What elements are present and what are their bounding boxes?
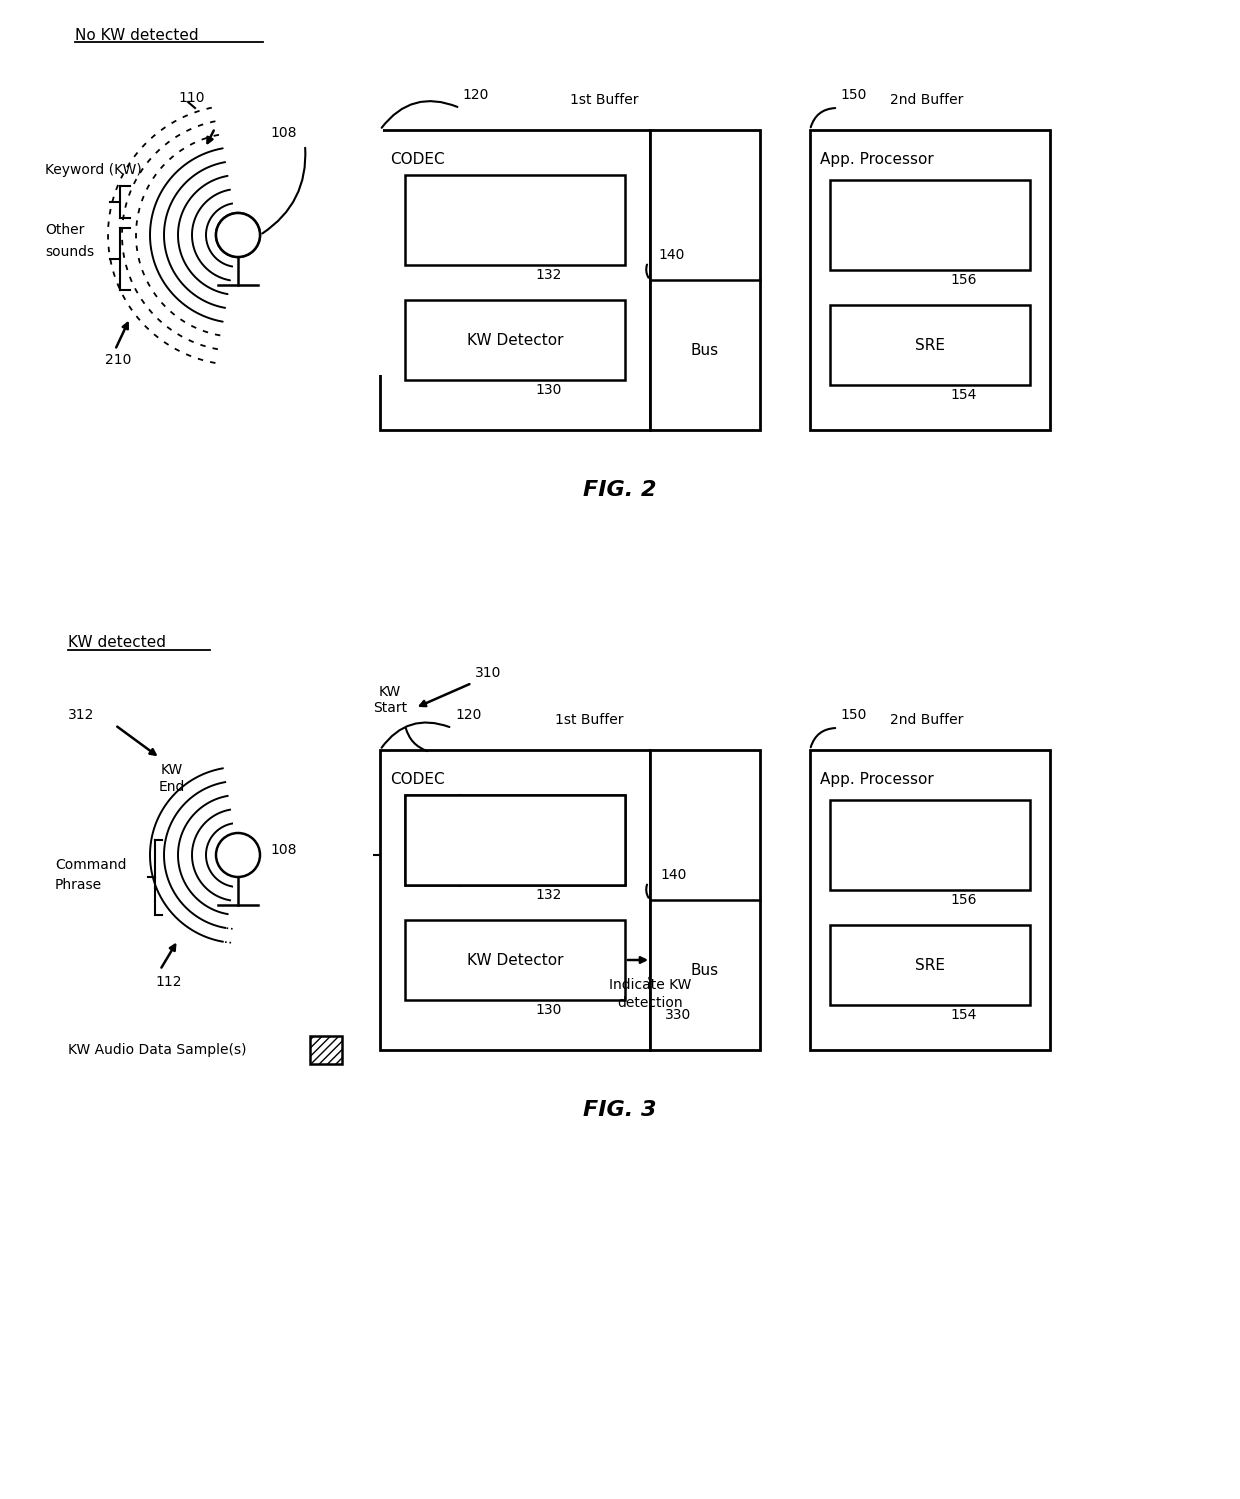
Text: FIG. 3: FIG. 3 [583, 1100, 657, 1120]
Bar [810, 130, 1050, 430]
Bar [830, 180, 1030, 270]
Text: 2nd Buffer: 2nd Buffer [890, 93, 963, 106]
Text: Phrase: Phrase [55, 878, 102, 892]
Bar [405, 794, 460, 884]
Bar [810, 750, 1050, 1049]
Bar [405, 920, 625, 1000]
Text: 130: 130 [534, 384, 562, 397]
Text: Bus: Bus [691, 962, 719, 977]
Bar [233, 94, 383, 375]
Text: Keyword (KW): Keyword (KW) [45, 163, 141, 177]
Circle shape [216, 833, 260, 877]
Text: KW Audio Data Sample(s): KW Audio Data Sample(s) [68, 1043, 247, 1057]
Bar [830, 925, 1030, 1004]
Text: 110: 110 [179, 91, 205, 105]
Text: 132: 132 [534, 268, 562, 282]
Text: 2nd Buffer: 2nd Buffer [890, 714, 963, 727]
Bar [310, 1036, 342, 1064]
Text: End: End [159, 779, 185, 794]
Bar [830, 800, 1030, 890]
Text: 140: 140 [658, 247, 684, 262]
Text: KW detected: KW detected [68, 636, 166, 651]
Text: 150: 150 [839, 88, 867, 102]
Text: 1st Buffer: 1st Buffer [556, 714, 624, 727]
Text: 312: 312 [68, 708, 94, 723]
Text: CODEC: CODEC [391, 151, 445, 166]
Bar [379, 750, 650, 1049]
Text: 310: 310 [475, 666, 501, 681]
Bar [405, 794, 625, 884]
Bar [405, 175, 625, 265]
Bar [650, 750, 760, 1049]
Text: FIG. 2: FIG. 2 [583, 480, 657, 501]
Bar [460, 794, 625, 884]
Text: SRE: SRE [915, 958, 945, 973]
Text: sounds: sounds [45, 244, 94, 259]
Text: 210: 210 [105, 352, 131, 367]
Text: 156: 156 [950, 273, 977, 286]
Text: 112: 112 [155, 974, 181, 989]
Text: 140: 140 [660, 868, 687, 881]
Text: 330: 330 [665, 1007, 691, 1022]
Text: 154: 154 [950, 388, 976, 402]
Text: KW Detector: KW Detector [466, 952, 563, 967]
Text: 132: 132 [534, 887, 562, 902]
Text: Start: Start [373, 702, 407, 715]
Text: SRE: SRE [915, 337, 945, 352]
Bar [405, 300, 625, 381]
Text: 130: 130 [534, 1003, 562, 1016]
Text: 156: 156 [950, 893, 977, 907]
Text: KW: KW [379, 685, 401, 699]
Circle shape [216, 213, 260, 256]
Text: App. Processor: App. Processor [820, 151, 934, 166]
Text: App. Processor: App. Processor [820, 772, 934, 787]
Bar [830, 304, 1030, 385]
Text: Indicate KW: Indicate KW [609, 977, 691, 992]
Text: 108: 108 [270, 842, 296, 857]
Text: Other: Other [45, 223, 84, 237]
Bar [379, 130, 650, 430]
Text: 154: 154 [950, 1007, 976, 1022]
Text: No KW detected: No KW detected [74, 28, 198, 43]
Text: 108: 108 [270, 126, 296, 139]
Text: CODEC: CODEC [391, 772, 445, 787]
Text: KW Detector: KW Detector [466, 333, 563, 348]
Text: 120: 120 [463, 88, 489, 102]
Text: 1st Buffer: 1st Buffer [570, 93, 639, 106]
Text: 150: 150 [839, 708, 867, 723]
Text: Command: Command [55, 857, 126, 872]
Text: KW: KW [161, 763, 184, 776]
Text: Bus: Bus [691, 342, 719, 357]
Bar [233, 745, 373, 965]
Bar [650, 130, 760, 430]
Text: detection: detection [618, 995, 683, 1010]
Text: 120: 120 [455, 708, 481, 723]
